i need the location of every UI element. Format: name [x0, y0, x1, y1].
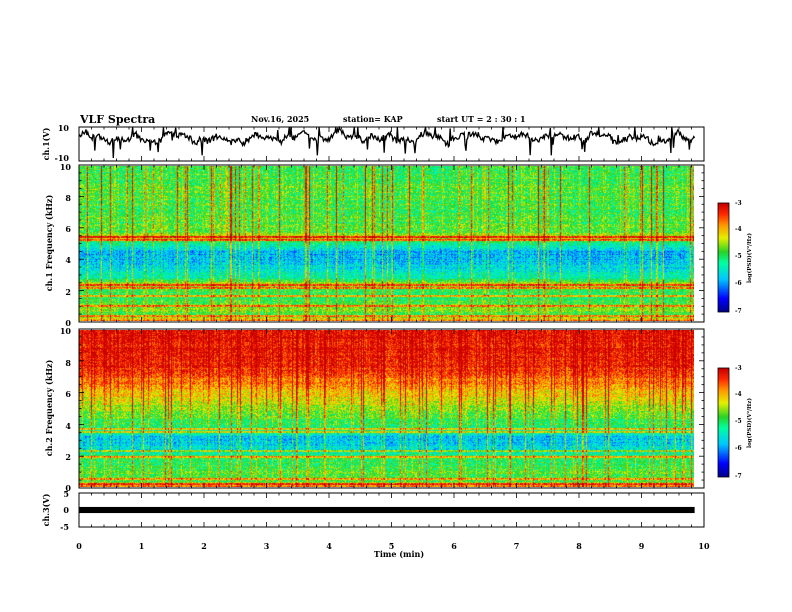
- ch2-colorbar-frame: [717, 367, 730, 478]
- ch1-freq-tick-label-2: 2: [65, 287, 71, 297]
- ch1-freq-tick-label-10: 10: [60, 162, 72, 172]
- time-tick-label: 2: [201, 541, 207, 551]
- figure-title: VLF Spectra: [79, 113, 155, 126]
- time-tick-label: 0: [76, 541, 82, 551]
- ch2-frequency-axis-label: ch.2 Frequency (kHz): [44, 360, 54, 457]
- time-tick-label: 9: [639, 541, 645, 551]
- ch2-freq-tick-label-0: 0: [65, 483, 71, 493]
- ch1-spectrogram-y-ticks: [79, 164, 704, 323]
- ch1-colorbar-label: log(PSD)(V²/Hz): [746, 233, 753, 283]
- ch2-colorbar-tick-label-m3: -3: [735, 365, 742, 372]
- ch1-freq-tick-label-4: 4: [65, 255, 71, 265]
- ch1-colorbar-tick-label-m7: -7: [735, 308, 742, 315]
- ch3-y-axis-label: ch.3(V): [41, 493, 51, 526]
- ch1-freq-tick-label-0: 0: [65, 318, 71, 328]
- ch1-colorbar-tick-label-m6: -6: [735, 280, 742, 287]
- time-tick-label: 5: [389, 541, 395, 551]
- ch3-ytick-label-5: 5: [63, 489, 69, 499]
- ch2-colorbar-tick-label-m6: -6: [735, 445, 742, 452]
- ch2-freq-tick-label-6: 6: [65, 389, 71, 399]
- ch1-freq-tick-label-8: 8: [65, 193, 71, 203]
- station-label: station= KAP: [343, 114, 403, 124]
- ch1-colorbar: [718, 203, 729, 312]
- ch2-freq-tick-label-8: 8: [65, 358, 71, 368]
- ch2-spectrogram-panel: 10 8 6 4 2 0 ch.2 Frequency (kHz) -3 -4 …: [44, 326, 753, 493]
- ch2-spectrogram-x-ticks: [78, 329, 705, 488]
- ch2-spectrogram-y-ticks: [79, 328, 704, 489]
- ch2-colorbar-tick-label-m5: -5: [735, 418, 742, 425]
- ch1-ytick-label-top: 10: [58, 123, 70, 133]
- ch2-freq-tick-label-4: 4: [65, 421, 71, 431]
- ch1-colorbar-tick-label-m4: -4: [735, 226, 742, 233]
- time-axis-label: Time (min): [374, 549, 424, 559]
- start-time-label: start UT = 2 : 30 : 1: [437, 114, 526, 124]
- time-tick-label: 8: [576, 541, 582, 551]
- ch2-colorbar: [718, 368, 729, 477]
- ch2-colorbar-label: log(PSD)(V²/Hz): [746, 398, 753, 448]
- ch2-colorbar-tick-label-m4: -4: [735, 391, 742, 398]
- ch1-spectrogram-panel: 10 8 6 4 2 0 ch.1 Frequency (kHz) -3 -4 …: [44, 162, 753, 328]
- date-label: Nov.16, 2025: [251, 114, 309, 124]
- ch3-waveform-panel: 5 0 -5 ch.3(V) 0 1 2 3 4 5 6 7 8 9 10 Time (min): [41, 489, 710, 559]
- ch3-waveform-band: [79, 506, 695, 514]
- ch2-freq-tick-label-10: 10: [60, 326, 72, 336]
- time-tick-label: 10: [698, 541, 710, 551]
- ch1-colorbar-tick-label-m3: -3: [735, 200, 742, 207]
- time-axis-tick-labels: 0 1 2 3 4 5 6 7 8 9 10: [76, 541, 710, 551]
- time-tick-label: 4: [326, 541, 332, 551]
- time-tick-label: 7: [514, 541, 520, 551]
- ch2-spectrogram-image: [79, 330, 694, 487]
- ch1-waveform-trace: [78, 125, 696, 159]
- ch2-colorbar-tick-label-m7: -7: [735, 473, 742, 480]
- ch1-spectrogram-x-ticks: [78, 165, 705, 322]
- ch1-colorbar-tick-label-m5: -5: [735, 253, 742, 260]
- time-tick-label: 6: [451, 541, 457, 551]
- time-tick-label: 3: [264, 541, 270, 551]
- ch2-freq-tick-label-2: 2: [65, 452, 71, 462]
- ch3-x-ticks: [78, 493, 705, 527]
- ch1-waveform-panel: 10 -10 ch.1(V): [41, 123, 705, 163]
- ch3-ytick-label-m5: -5: [60, 522, 69, 532]
- ch1-spectrogram-image: [79, 166, 694, 321]
- ch1-freq-tick-label-6: 6: [65, 224, 71, 234]
- ch1-x-ticks: [78, 127, 705, 161]
- ch3-ytick-label-0: 0: [63, 505, 69, 515]
- ch1-y-axis-label: ch.1(V): [41, 127, 51, 160]
- time-tick-label: 1: [139, 541, 145, 551]
- ch1-ytick-label-bottom: -10: [55, 153, 70, 163]
- ch1-frequency-axis-label: ch.1 Frequency (kHz): [44, 195, 54, 292]
- ch1-colorbar-frame: [717, 202, 730, 313]
